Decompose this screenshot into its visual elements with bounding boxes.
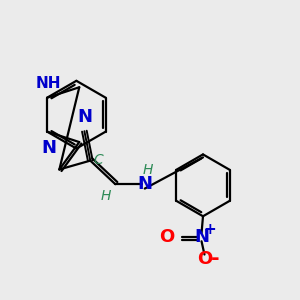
Text: H: H <box>100 189 111 202</box>
Text: C: C <box>94 153 104 167</box>
Text: NH: NH <box>36 76 61 91</box>
Text: +: + <box>203 222 216 237</box>
Text: H: H <box>143 163 154 177</box>
Text: N: N <box>41 139 56 157</box>
Text: N: N <box>77 108 92 126</box>
Text: N: N <box>194 228 209 246</box>
Text: O: O <box>159 228 174 246</box>
Text: N: N <box>137 175 152 193</box>
Text: -: - <box>211 249 220 269</box>
Text: O: O <box>197 250 212 268</box>
